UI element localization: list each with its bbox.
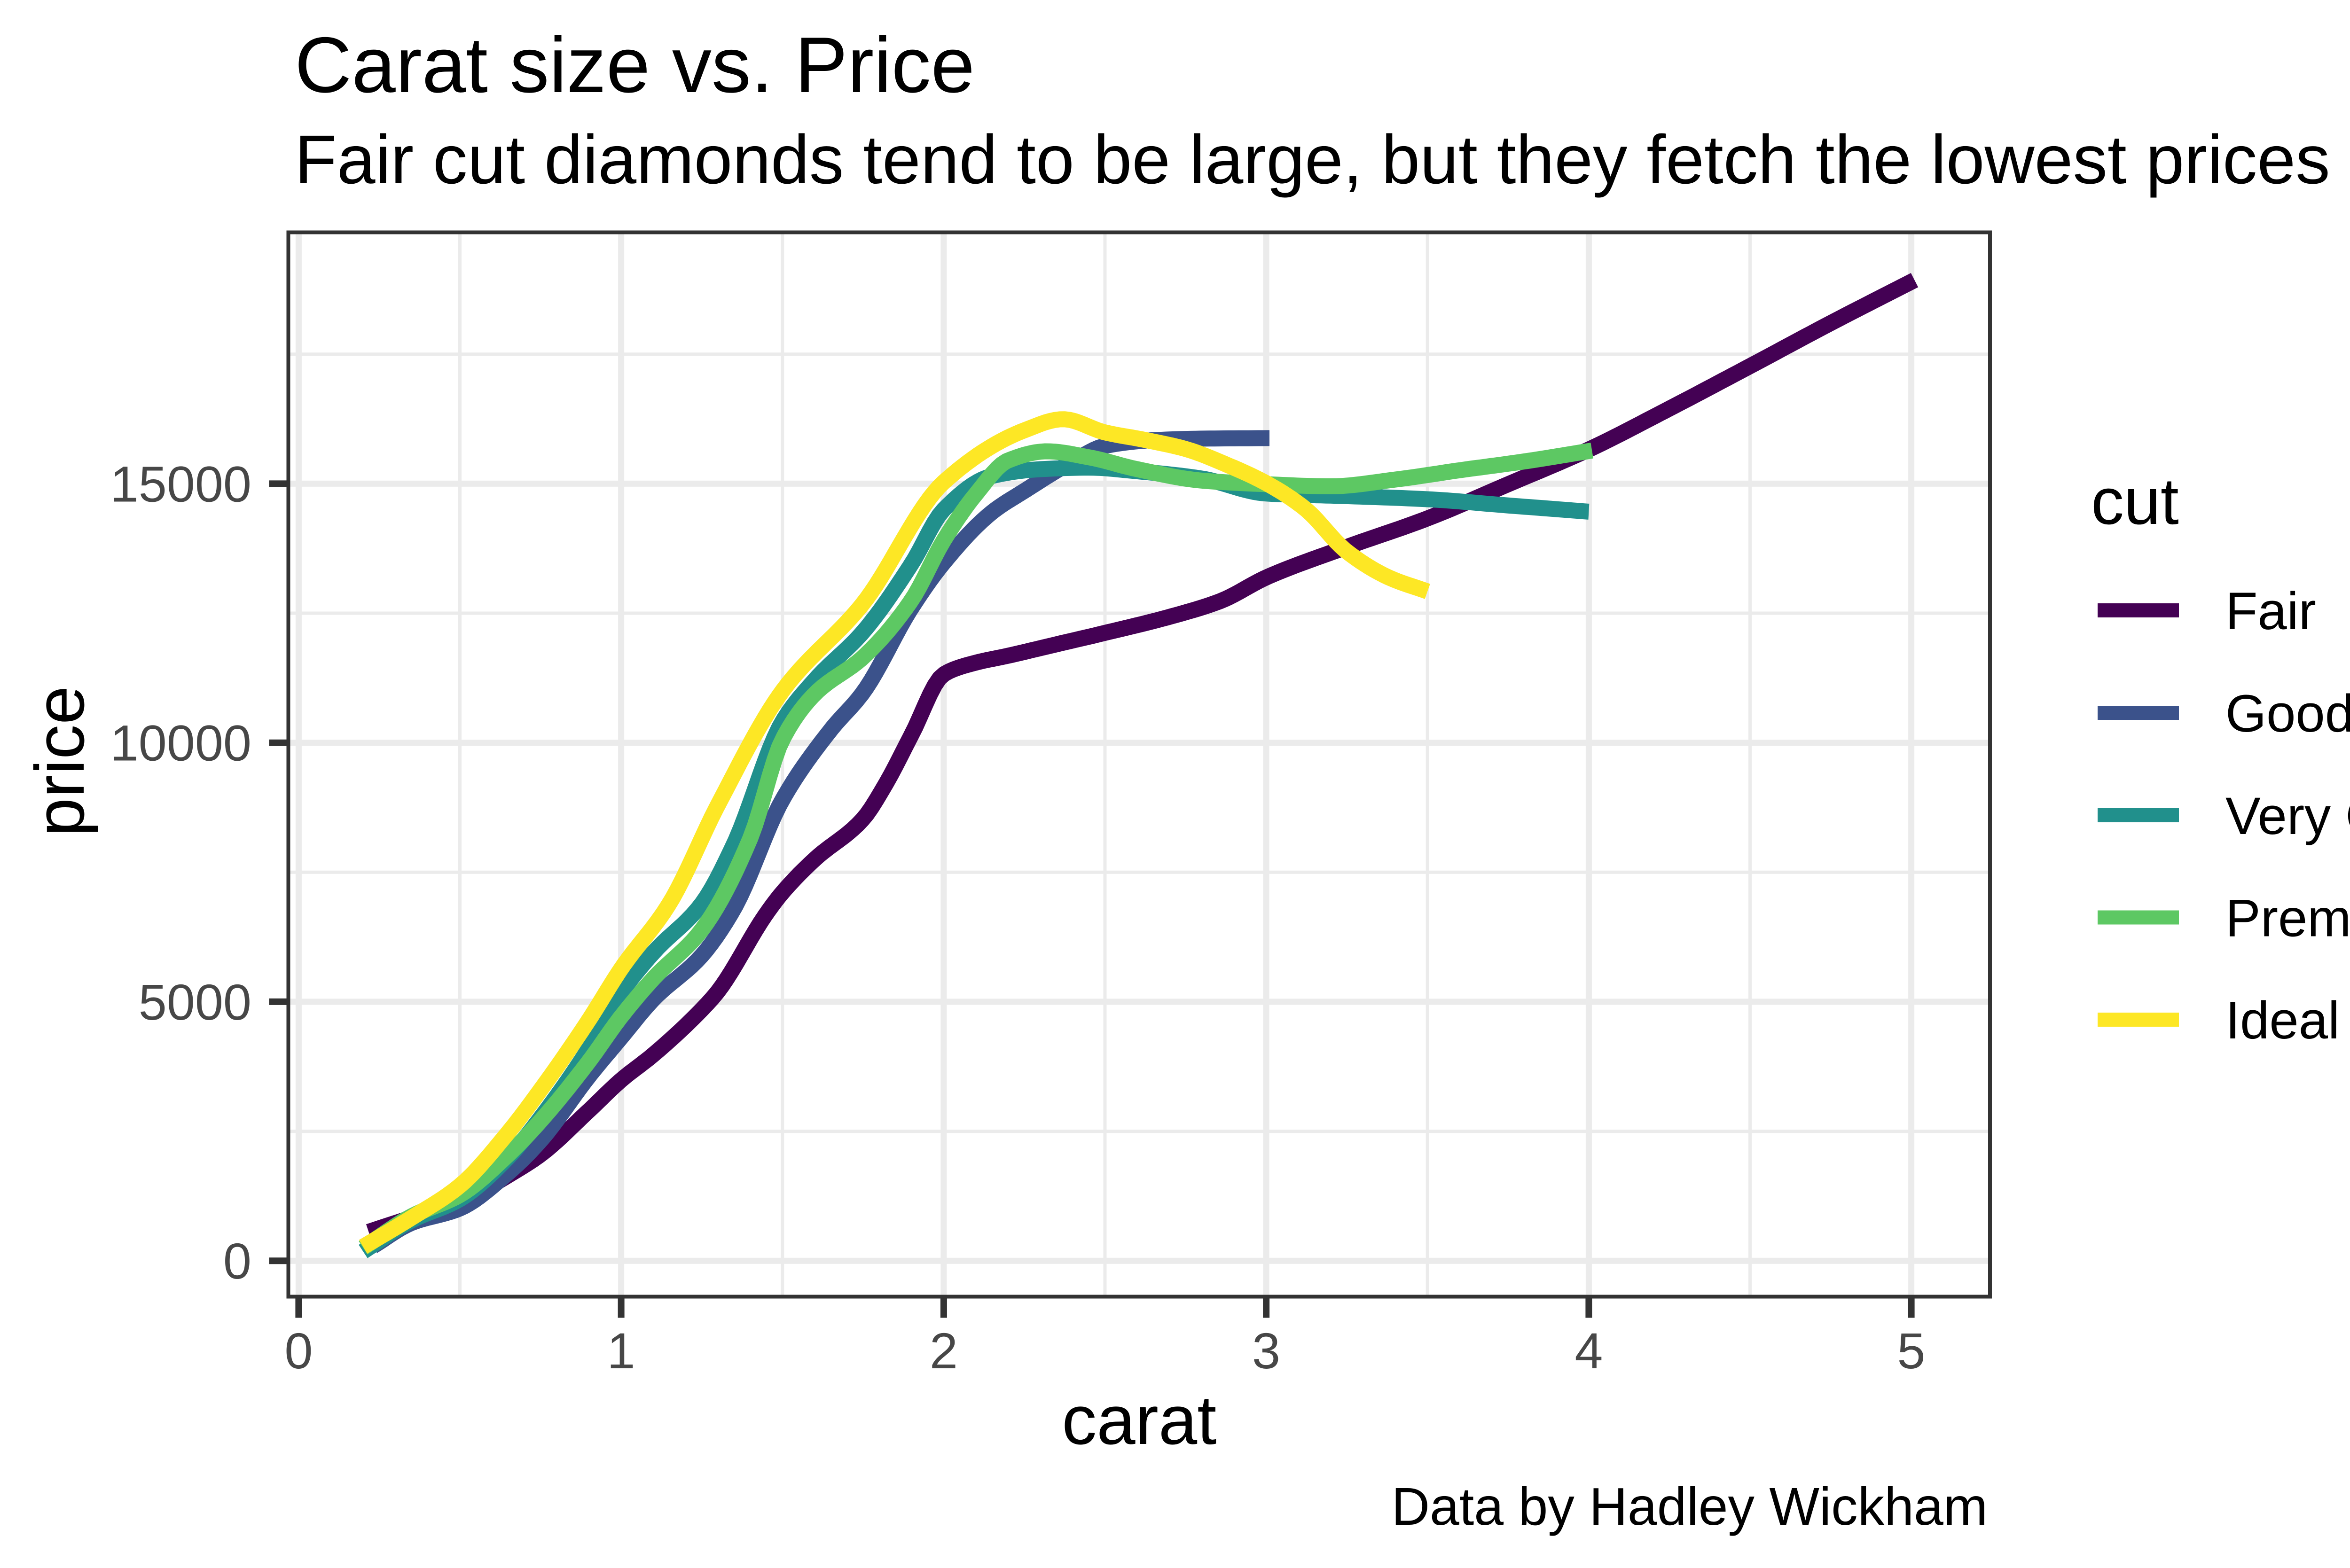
svg-text:5: 5 [1897, 1322, 1926, 1379]
svg-text:Carat size vs. Price: Carat size vs. Price [295, 21, 975, 109]
svg-text:Good: Good [2225, 684, 2350, 743]
svg-text:5000: 5000 [139, 974, 251, 1030]
svg-text:Fair: Fair [2225, 582, 2316, 640]
svg-text:Ideal: Ideal [2225, 991, 2340, 1050]
svg-text:15000: 15000 [110, 455, 251, 512]
svg-text:Fair cut diamonds tend to be l: Fair cut diamonds tend to be large, but … [295, 121, 2350, 198]
svg-text:Premium: Premium [2225, 889, 2350, 948]
svg-text:2: 2 [930, 1322, 958, 1379]
svg-text:carat: carat [1062, 1381, 1216, 1459]
svg-text:price: price [21, 686, 99, 837]
svg-text:Data by Hadley Wickham: Data by Hadley Wickham [1391, 1477, 1988, 1536]
svg-text:3: 3 [1252, 1322, 1280, 1379]
svg-text:0: 0 [284, 1322, 313, 1379]
svg-text:Very Good: Very Good [2225, 787, 2350, 845]
svg-text:0: 0 [223, 1233, 251, 1289]
svg-text:10000: 10000 [110, 715, 251, 772]
svg-text:1: 1 [607, 1322, 635, 1379]
svg-text:4: 4 [1574, 1322, 1603, 1379]
svg-text:cut: cut [2091, 464, 2179, 538]
